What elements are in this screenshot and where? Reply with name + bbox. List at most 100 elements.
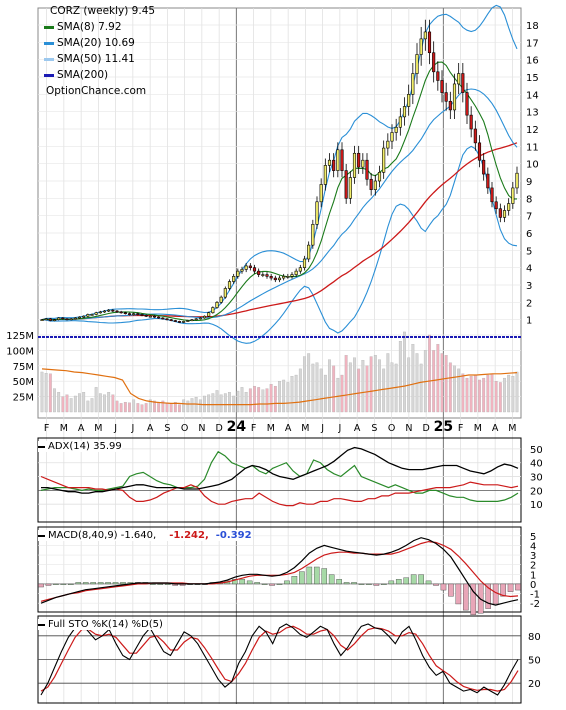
candle-body	[269, 276, 273, 279]
volume-bar	[382, 368, 386, 413]
candle-body	[157, 316, 161, 319]
macd-histogram-bar	[410, 574, 417, 585]
stoch-swatch	[38, 623, 45, 626]
month-label: J	[337, 423, 341, 434]
volume-bar	[457, 368, 461, 413]
candle-body	[94, 312, 98, 315]
candle-body	[86, 314, 90, 317]
volume-bar	[165, 402, 169, 413]
macd-histogram-bar	[463, 583, 469, 611]
candle-body	[398, 116, 402, 128]
macd-histogram-bar	[231, 579, 238, 585]
volume-bar	[123, 401, 127, 413]
candle-body	[340, 149, 344, 171]
macd-histogram-bar	[246, 580, 253, 585]
macd-tick-label: 5	[530, 532, 536, 543]
price-tick-label: 12	[526, 125, 539, 136]
candle-body	[232, 276, 236, 282]
candle-body	[511, 187, 515, 204]
candle-body	[461, 73, 465, 93]
month-label: F	[251, 423, 256, 434]
volume-bar	[511, 376, 515, 413]
volume-bar	[278, 381, 281, 413]
candle-body	[465, 92, 469, 116]
macd-histogram-bar	[75, 582, 82, 585]
candle-body	[486, 173, 490, 189]
volume-bar	[161, 400, 165, 413]
volume-bar	[53, 388, 56, 413]
candle-body	[161, 317, 165, 320]
candle-body	[307, 244, 311, 260]
macd-histogram-bar	[149, 583, 156, 585]
candle-body	[215, 302, 219, 308]
month-label: A	[285, 423, 292, 434]
candle-body	[173, 320, 177, 322]
volume-bar	[515, 371, 519, 413]
candle-body	[244, 265, 248, 270]
macd-histogram-bar	[515, 583, 521, 591]
volume-bar	[136, 403, 140, 413]
month-label: A	[354, 423, 361, 434]
candle-body	[69, 318, 73, 321]
candle-body	[298, 267, 302, 272]
candle-body	[61, 317, 65, 320]
adx-tick-label: 30	[530, 473, 543, 484]
adx-tick-label: 20	[530, 486, 543, 497]
candle-body	[477, 142, 482, 161]
candle-body	[436, 71, 440, 81]
stoch-k-line	[40, 623, 519, 696]
month-label: N	[198, 423, 205, 434]
candle-body	[415, 54, 419, 74]
month-label: A	[492, 423, 499, 434]
volume-bar	[432, 350, 436, 413]
candle-body	[261, 274, 265, 276]
volume-bar	[444, 355, 448, 413]
stoch-d-line	[40, 625, 519, 692]
price-tick-label: 7	[526, 212, 532, 223]
volume-tick-label: 125M	[6, 331, 34, 342]
macd-histogram-bar	[112, 582, 119, 585]
macd-line	[40, 537, 519, 606]
macd-histogram-bar	[239, 579, 246, 585]
candle-body	[444, 92, 448, 102]
volume-bar	[465, 377, 469, 413]
volume-bar	[207, 394, 211, 413]
candle-body	[423, 31, 427, 40]
price-tick-label: 13	[526, 108, 539, 119]
macd-histogram-bar	[418, 574, 424, 585]
candle-body	[348, 177, 352, 199]
price-tick-label: 3	[526, 281, 532, 292]
candle-body	[319, 184, 323, 203]
volume-bar	[90, 398, 94, 413]
volume-bar	[190, 398, 194, 413]
month-label: S	[371, 423, 377, 434]
volume-bar	[419, 363, 423, 413]
volume-bar	[111, 394, 115, 413]
volume-bar	[323, 374, 327, 413]
macd-histogram-bar	[90, 582, 96, 585]
volume-bar	[386, 353, 390, 413]
price-tick-label: 15	[526, 73, 539, 84]
volume-bar	[48, 373, 52, 413]
month-label: O	[388, 423, 395, 434]
candle-body	[148, 315, 152, 318]
month-label: J	[113, 423, 117, 434]
macd-histogram-bar	[97, 582, 104, 585]
volume-bar	[448, 362, 452, 413]
candle-body	[115, 310, 119, 313]
candle-body	[252, 267, 257, 272]
minus-di-line	[40, 475, 519, 507]
month-label: D	[422, 423, 429, 434]
candle-body	[336, 149, 340, 171]
macd-histogram-bar	[395, 579, 402, 585]
macd-histogram-bar	[38, 583, 44, 588]
legend: CORZ (weekly) 9.45 SMA(8) 7.92 SMA(20) 1…	[44, 3, 155, 99]
bollinger-lower-line	[41, 145, 518, 344]
month-label: N	[405, 423, 412, 434]
candle-body	[248, 265, 252, 268]
candle-body	[448, 100, 452, 111]
volume-bar	[453, 365, 456, 413]
adx-tick-label: 10	[530, 500, 543, 511]
candle-body	[198, 317, 202, 320]
volume-tick-label: 25M	[13, 393, 34, 404]
